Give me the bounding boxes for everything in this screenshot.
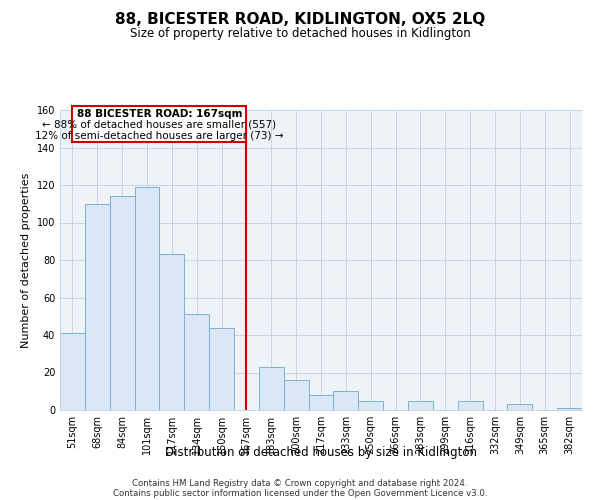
Bar bbox=[134, 187, 160, 410]
Y-axis label: Number of detached properties: Number of detached properties bbox=[21, 172, 31, 348]
Bar bbox=[408, 400, 433, 410]
Text: 88 BICESTER ROAD: 167sqm: 88 BICESTER ROAD: 167sqm bbox=[77, 109, 242, 119]
Bar bbox=[73, 106, 247, 142]
Bar bbox=[60, 333, 85, 410]
Bar bbox=[110, 196, 134, 410]
Bar bbox=[85, 204, 110, 410]
Bar bbox=[508, 404, 532, 410]
Bar bbox=[184, 314, 209, 410]
Text: Size of property relative to detached houses in Kidlington: Size of property relative to detached ho… bbox=[130, 28, 470, 40]
Bar bbox=[284, 380, 308, 410]
Text: 12% of semi-detached houses are larger (73) →: 12% of semi-detached houses are larger (… bbox=[35, 130, 284, 140]
Bar bbox=[557, 408, 582, 410]
Bar bbox=[209, 328, 234, 410]
Text: Contains HM Land Registry data © Crown copyright and database right 2024.: Contains HM Land Registry data © Crown c… bbox=[132, 480, 468, 488]
Text: Contains public sector information licensed under the Open Government Licence v3: Contains public sector information licen… bbox=[113, 490, 487, 498]
Text: 88, BICESTER ROAD, KIDLINGTON, OX5 2LQ: 88, BICESTER ROAD, KIDLINGTON, OX5 2LQ bbox=[115, 12, 485, 28]
Text: Distribution of detached houses by size in Kidlington: Distribution of detached houses by size … bbox=[165, 446, 477, 459]
Bar bbox=[358, 400, 383, 410]
Bar bbox=[458, 400, 482, 410]
Bar bbox=[160, 254, 184, 410]
Bar bbox=[259, 367, 284, 410]
Bar bbox=[334, 391, 358, 410]
Bar bbox=[308, 395, 334, 410]
Text: ← 88% of detached houses are smaller (557): ← 88% of detached houses are smaller (55… bbox=[43, 120, 277, 130]
